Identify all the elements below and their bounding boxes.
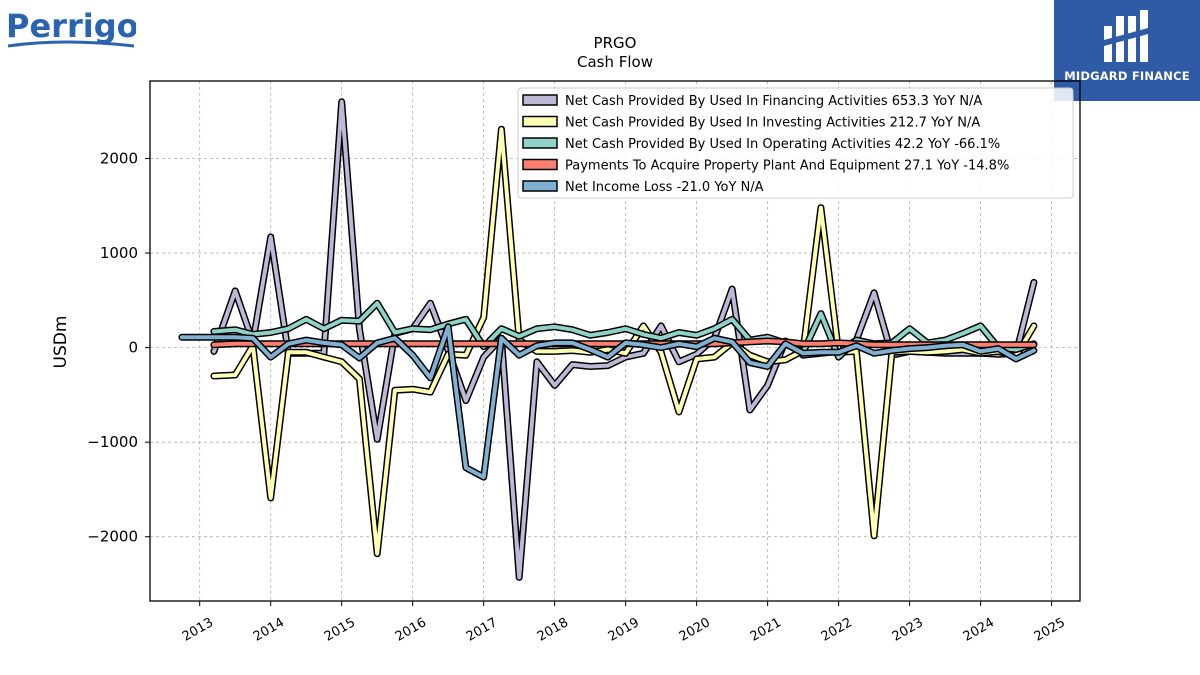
series-line — [179, 324, 1036, 480]
series-operating — [210, 299, 1038, 361]
y-axis-label: USDm — [51, 316, 71, 369]
series-line — [211, 301, 1036, 360]
legend: Net Cash Provided By Used In Financing A… — [517, 87, 1074, 199]
x-tick-label: 2016 — [393, 615, 429, 645]
midgard-finance-label: MIDGARD FINANCE — [1064, 69, 1190, 83]
x-tick-label: 2013 — [180, 615, 216, 645]
x-tick-label: 2020 — [677, 615, 713, 645]
x-tick-label: 2018 — [535, 615, 571, 645]
legend-swatch — [522, 137, 558, 149]
legend-label: Net Income Loss -21.0 YoY N/A — [565, 180, 764, 195]
legend-label: Net Cash Provided By Used In Financing A… — [565, 94, 982, 109]
x-tick-label: 2025 — [1032, 615, 1068, 645]
series-layer — [178, 98, 1038, 581]
x-tick-label: 2024 — [961, 615, 997, 645]
legend-box — [517, 87, 1074, 199]
x-tick-label: 2017 — [464, 615, 500, 645]
chart-subtitle: Cash Flow — [577, 53, 653, 71]
y-tick-label: −1000 — [87, 433, 138, 451]
x-tick-label: 2021 — [748, 615, 784, 645]
perrigo-logo-text: Perrigo — [6, 7, 136, 45]
midgard-finance-badge: MIDGARD FINANCE — [1054, 0, 1200, 101]
y-tick-label: 0 — [128, 339, 138, 357]
midgard-logo-icon — [1104, 10, 1148, 62]
y-axis-ticks: −2000 −1000 0 1000 2000 — [87, 150, 150, 546]
legend-swatch — [522, 180, 558, 192]
legend-label: Payments To Acquire Property Plant And E… — [565, 159, 1009, 174]
legend-swatch — [522, 115, 558, 128]
legend-label: Net Cash Provided By Used In Operating A… — [565, 137, 1000, 152]
chart-title: PRGO — [594, 34, 637, 52]
x-tick-label: 2019 — [606, 615, 642, 645]
x-tick-label: 2023 — [890, 615, 926, 645]
perrigo-logo: Perrigo — [6, 7, 136, 48]
x-tick-label: 2022 — [819, 615, 855, 645]
legend-label: Net Cash Provided By Used In Investing A… — [565, 116, 980, 131]
plot-frame — [149, 80, 1081, 602]
legend-swatch — [522, 94, 558, 106]
x-tick-label: 2014 — [251, 615, 287, 645]
x-axis-ticks: 2013 2014 2015 2016 2017 2018 2019 2020 2021 2022… — [180, 601, 1068, 645]
x-tick-label: 2015 — [322, 615, 358, 645]
series-net_income — [178, 323, 1038, 481]
y-tick-label: −2000 — [87, 528, 138, 546]
y-tick-label: 1000 — [100, 244, 138, 262]
y-tick-label: 2000 — [100, 150, 138, 168]
legend-swatch — [522, 158, 558, 171]
